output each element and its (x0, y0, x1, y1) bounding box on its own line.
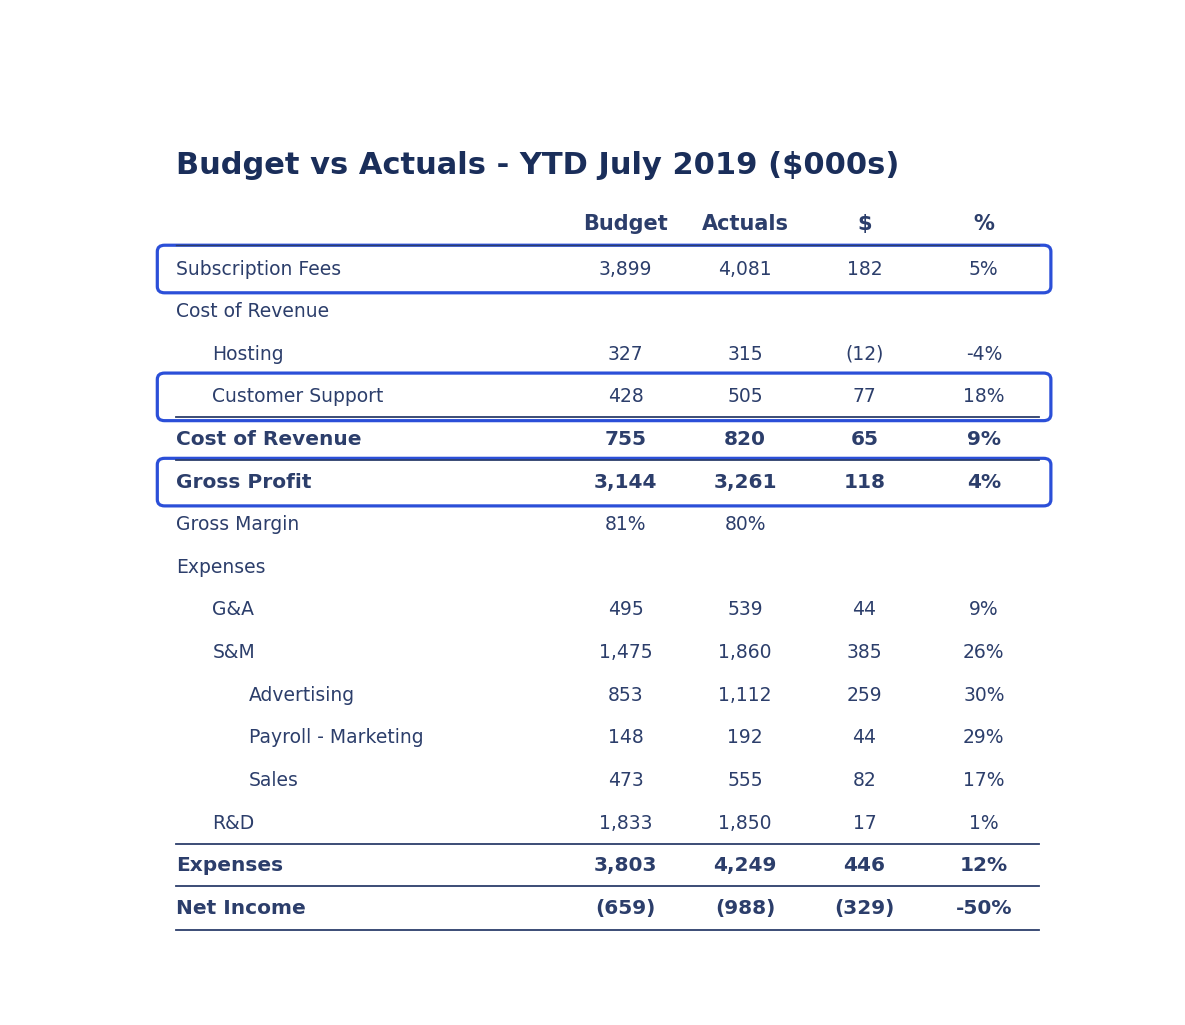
Text: 853: 853 (608, 686, 643, 705)
Text: 3,899: 3,899 (598, 259, 653, 279)
Text: $: $ (857, 214, 872, 234)
Text: 5%: 5% (969, 259, 999, 279)
Text: 118: 118 (844, 473, 885, 492)
Text: -4%: -4% (966, 344, 1003, 364)
Text: 1,860: 1,860 (718, 643, 771, 662)
Text: Advertising: Advertising (249, 686, 356, 705)
Text: 9%: 9% (967, 430, 1001, 449)
Text: 65: 65 (851, 430, 878, 449)
Text: Customer Support: Customer Support (212, 387, 384, 406)
Text: (988): (988) (715, 899, 775, 917)
Text: 259: 259 (846, 686, 883, 705)
Text: S&M: S&M (212, 643, 255, 662)
Text: 12%: 12% (960, 856, 1008, 875)
Text: Cost of Revenue: Cost of Revenue (175, 430, 361, 449)
Text: 82: 82 (852, 771, 877, 790)
Text: 81%: 81% (604, 516, 647, 534)
Text: -50%: -50% (955, 899, 1012, 917)
Text: 1,850: 1,850 (718, 814, 771, 832)
Text: 192: 192 (728, 729, 763, 747)
Text: 77: 77 (852, 387, 877, 406)
Text: 44: 44 (852, 601, 877, 619)
Text: 555: 555 (728, 771, 763, 790)
Text: 315: 315 (728, 344, 763, 364)
Text: 1,833: 1,833 (598, 814, 653, 832)
Text: 505: 505 (728, 387, 763, 406)
Text: Gross Profit: Gross Profit (175, 473, 312, 492)
Text: 473: 473 (608, 771, 643, 790)
Text: (659): (659) (596, 899, 655, 917)
Text: 428: 428 (608, 387, 643, 406)
Text: 327: 327 (608, 344, 643, 364)
Text: Net Income: Net Income (175, 899, 306, 917)
Text: Gross Margin: Gross Margin (175, 516, 299, 534)
Text: Hosting: Hosting (212, 344, 284, 364)
Text: 80%: 80% (724, 516, 766, 534)
Text: 26%: 26% (963, 643, 1005, 662)
Text: 4%: 4% (967, 473, 1001, 492)
Text: Cost of Revenue: Cost of Revenue (175, 302, 328, 321)
Text: 44: 44 (852, 729, 877, 747)
Text: Sales: Sales (249, 771, 299, 790)
Text: 148: 148 (608, 729, 643, 747)
Text: %: % (973, 214, 994, 234)
Text: Actuals: Actuals (702, 214, 788, 234)
Text: 1%: 1% (969, 814, 999, 832)
Text: Expenses: Expenses (175, 558, 265, 577)
Text: 4,081: 4,081 (718, 259, 771, 279)
Text: 17%: 17% (963, 771, 1005, 790)
Text: 4,249: 4,249 (713, 856, 776, 875)
Text: G&A: G&A (212, 601, 255, 619)
Text: 1,112: 1,112 (718, 686, 771, 705)
Text: 385: 385 (846, 643, 883, 662)
Text: 495: 495 (608, 601, 643, 619)
Text: 446: 446 (844, 856, 885, 875)
Text: 3,144: 3,144 (594, 473, 658, 492)
Text: 18%: 18% (963, 387, 1005, 406)
Text: (329): (329) (834, 899, 895, 917)
Text: 820: 820 (724, 430, 766, 449)
Text: 29%: 29% (963, 729, 1005, 747)
Text: 539: 539 (728, 601, 763, 619)
Text: 1,475: 1,475 (598, 643, 653, 662)
Text: 182: 182 (846, 259, 883, 279)
Text: (12): (12) (845, 344, 884, 364)
Text: Expenses: Expenses (175, 856, 283, 875)
Text: Payroll - Marketing: Payroll - Marketing (249, 729, 424, 747)
Text: Budget: Budget (583, 214, 668, 234)
Text: 3,261: 3,261 (713, 473, 777, 492)
Text: Subscription Fees: Subscription Fees (175, 259, 341, 279)
Text: 17: 17 (852, 814, 877, 832)
Text: 3,803: 3,803 (594, 856, 658, 875)
Text: 755: 755 (604, 430, 647, 449)
Text: R&D: R&D (212, 814, 255, 832)
Text: 30%: 30% (963, 686, 1005, 705)
Text: 9%: 9% (969, 601, 999, 619)
Text: Budget vs Actuals - YTD July 2019 ($000s): Budget vs Actuals - YTD July 2019 ($000s… (175, 151, 899, 179)
